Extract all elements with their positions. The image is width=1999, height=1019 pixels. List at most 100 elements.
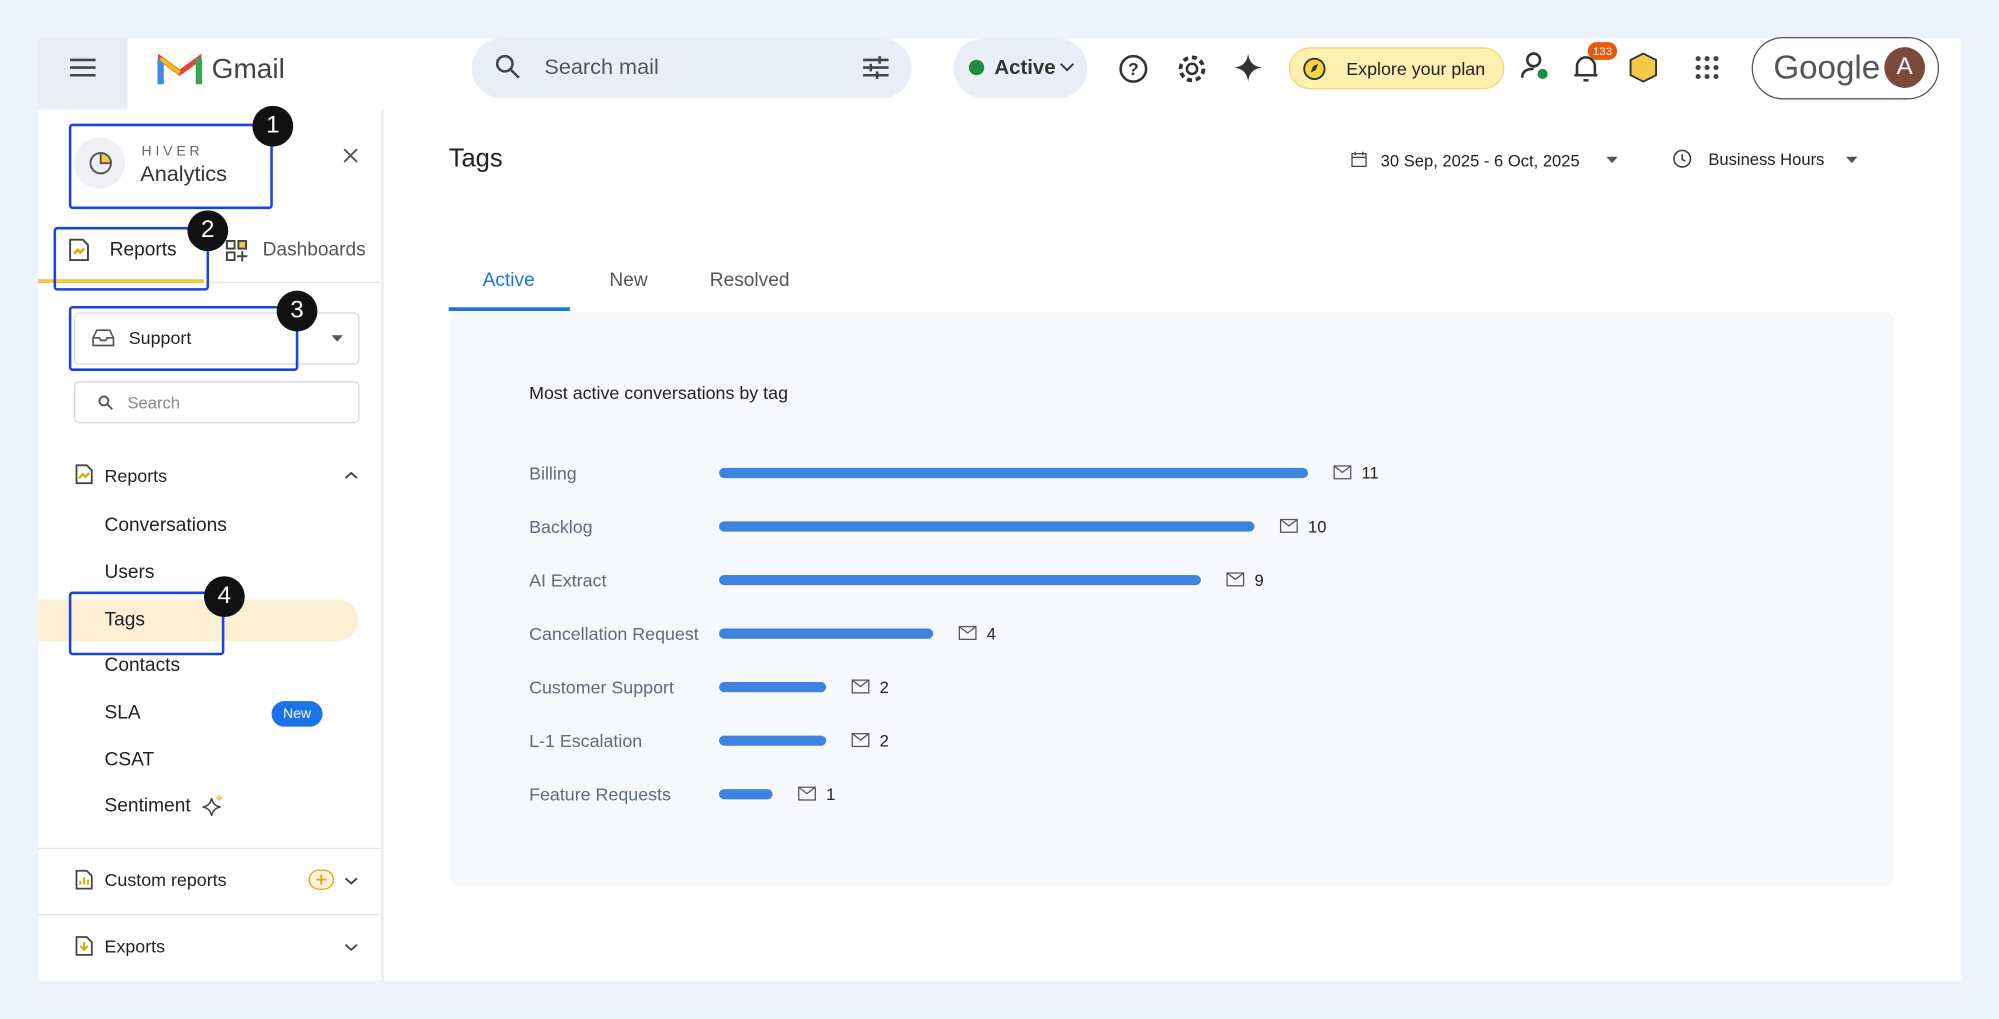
section-title[interactable]: Exports — [104, 935, 166, 957]
bar — [719, 521, 1255, 532]
product: Analytics — [140, 161, 227, 187]
tab[interactable]: Dashboards — [262, 239, 366, 261]
mail-icon — [851, 733, 870, 748]
gemini-icon[interactable] — [1234, 53, 1263, 82]
notification-count: 133 — [1587, 42, 1618, 60]
settings-icon[interactable] — [1177, 54, 1208, 85]
chevron-up[interactable] — [344, 471, 358, 480]
bar — [719, 789, 773, 800]
chevron-down[interactable] — [344, 943, 358, 952]
value-label: 9 — [1254, 570, 1264, 590]
bar — [719, 574, 1201, 586]
bell-icon[interactable] — [1573, 55, 1598, 83]
search-placeholder: Search — [127, 393, 181, 413]
inbox-icon — [92, 329, 115, 347]
annotation-number: 4 — [203, 576, 245, 618]
menu-area[interactable] — [38, 38, 128, 110]
section-title[interactable]: Custom reports — [104, 869, 227, 890]
exports-icon — [75, 936, 93, 956]
status-label: Active — [994, 57, 1056, 80]
tab-indicator — [448, 307, 570, 312]
annotation-number: 3 — [276, 290, 318, 332]
caret — [1060, 63, 1075, 72]
compass-icon — [1303, 57, 1326, 80]
value-label: 11 — [1361, 463, 1379, 483]
page-title: Tags — [448, 144, 503, 173]
category-label: Billing — [529, 462, 577, 484]
inbox-select[interactable] — [73, 312, 360, 365]
nav-item[interactable]: CSAT — [104, 748, 155, 771]
clock-icon — [1673, 149, 1692, 168]
divider — [38, 847, 382, 850]
annotation-number: 2 — [187, 210, 229, 252]
tab[interactable]: Active — [482, 269, 535, 292]
caret — [1846, 156, 1858, 164]
gmail-logo — [157, 53, 203, 85]
mail-icon — [798, 786, 816, 801]
avatar[interactable]: A — [1884, 47, 1926, 88]
tab-indicator — [38, 279, 204, 284]
search-icon — [98, 395, 113, 410]
reports-icon — [69, 238, 89, 262]
nav-item[interactable]: SLA — [104, 701, 141, 724]
contacts-icon[interactable] — [1520, 52, 1549, 80]
bar — [719, 628, 934, 639]
sidebar-search[interactable] — [73, 381, 360, 424]
mail-icon — [958, 625, 977, 640]
status-dot — [968, 59, 985, 76]
plan-label: Explore your plan — [1346, 58, 1486, 80]
filter-icon[interactable] — [863, 56, 889, 80]
value-label: 10 — [1308, 516, 1327, 537]
annotation-number: 1 — [252, 105, 294, 147]
category-label: Customer Support — [529, 676, 674, 698]
bar — [719, 682, 827, 693]
nav-item[interactable]: Users — [104, 561, 155, 584]
mail-icon — [851, 679, 870, 694]
tab[interactable]: Resolved — [709, 269, 790, 292]
category-label: L-1 Escalation — [529, 730, 643, 751]
hiver-icon[interactable] — [1629, 52, 1658, 83]
selected-item — [38, 599, 359, 642]
category-label: AI Extract — [529, 569, 607, 591]
annotation-box — [53, 226, 210, 291]
sidebar-border — [381, 109, 384, 981]
annotation-box — [68, 305, 299, 371]
value-label: 4 — [986, 624, 996, 644]
reports-icon — [75, 464, 93, 485]
caret — [1606, 156, 1618, 164]
bar — [719, 735, 827, 746]
hiver-logo — [73, 137, 125, 189]
nav-item[interactable]: Tags — [104, 608, 145, 631]
chart-title: Most active conversations by tag — [529, 382, 789, 403]
menu-icon[interactable] — [70, 57, 96, 77]
caret — [331, 335, 343, 342]
apps-icon[interactable] — [1695, 56, 1719, 80]
search-box[interactable] — [471, 38, 912, 99]
value-label: 2 — [879, 731, 889, 751]
account-pill[interactable] — [1751, 36, 1940, 100]
tab[interactable]: Reports — [109, 239, 177, 261]
new-badge: New — [271, 701, 323, 727]
nav-item[interactable]: Sentiment — [104, 794, 191, 817]
nav-item[interactable]: Conversations — [104, 514, 227, 537]
divider — [38, 281, 382, 284]
section-title[interactable]: Reports — [104, 465, 168, 486]
hours[interactable]: Business Hours — [1708, 149, 1825, 169]
close-icon[interactable] — [343, 148, 358, 163]
add-icon[interactable] — [308, 869, 335, 890]
mail-icon — [1333, 465, 1352, 480]
analytics-icon — [89, 152, 112, 175]
account-brand: Google — [1773, 47, 1881, 87]
custom-reports-icon — [75, 869, 93, 890]
help-icon[interactable]: ? — [1119, 54, 1148, 83]
tab[interactable]: New — [609, 269, 648, 292]
chevron-down[interactable] — [344, 877, 358, 885]
category-label: Cancellation Request — [529, 623, 699, 644]
nav-item[interactable]: Contacts — [104, 654, 181, 677]
bar — [719, 467, 1309, 479]
date-range[interactable]: 30 Sep, 2025 - 6 Oct, 2025 — [1380, 151, 1580, 171]
search-icon — [495, 54, 520, 79]
app-name: Gmail — [211, 52, 285, 85]
